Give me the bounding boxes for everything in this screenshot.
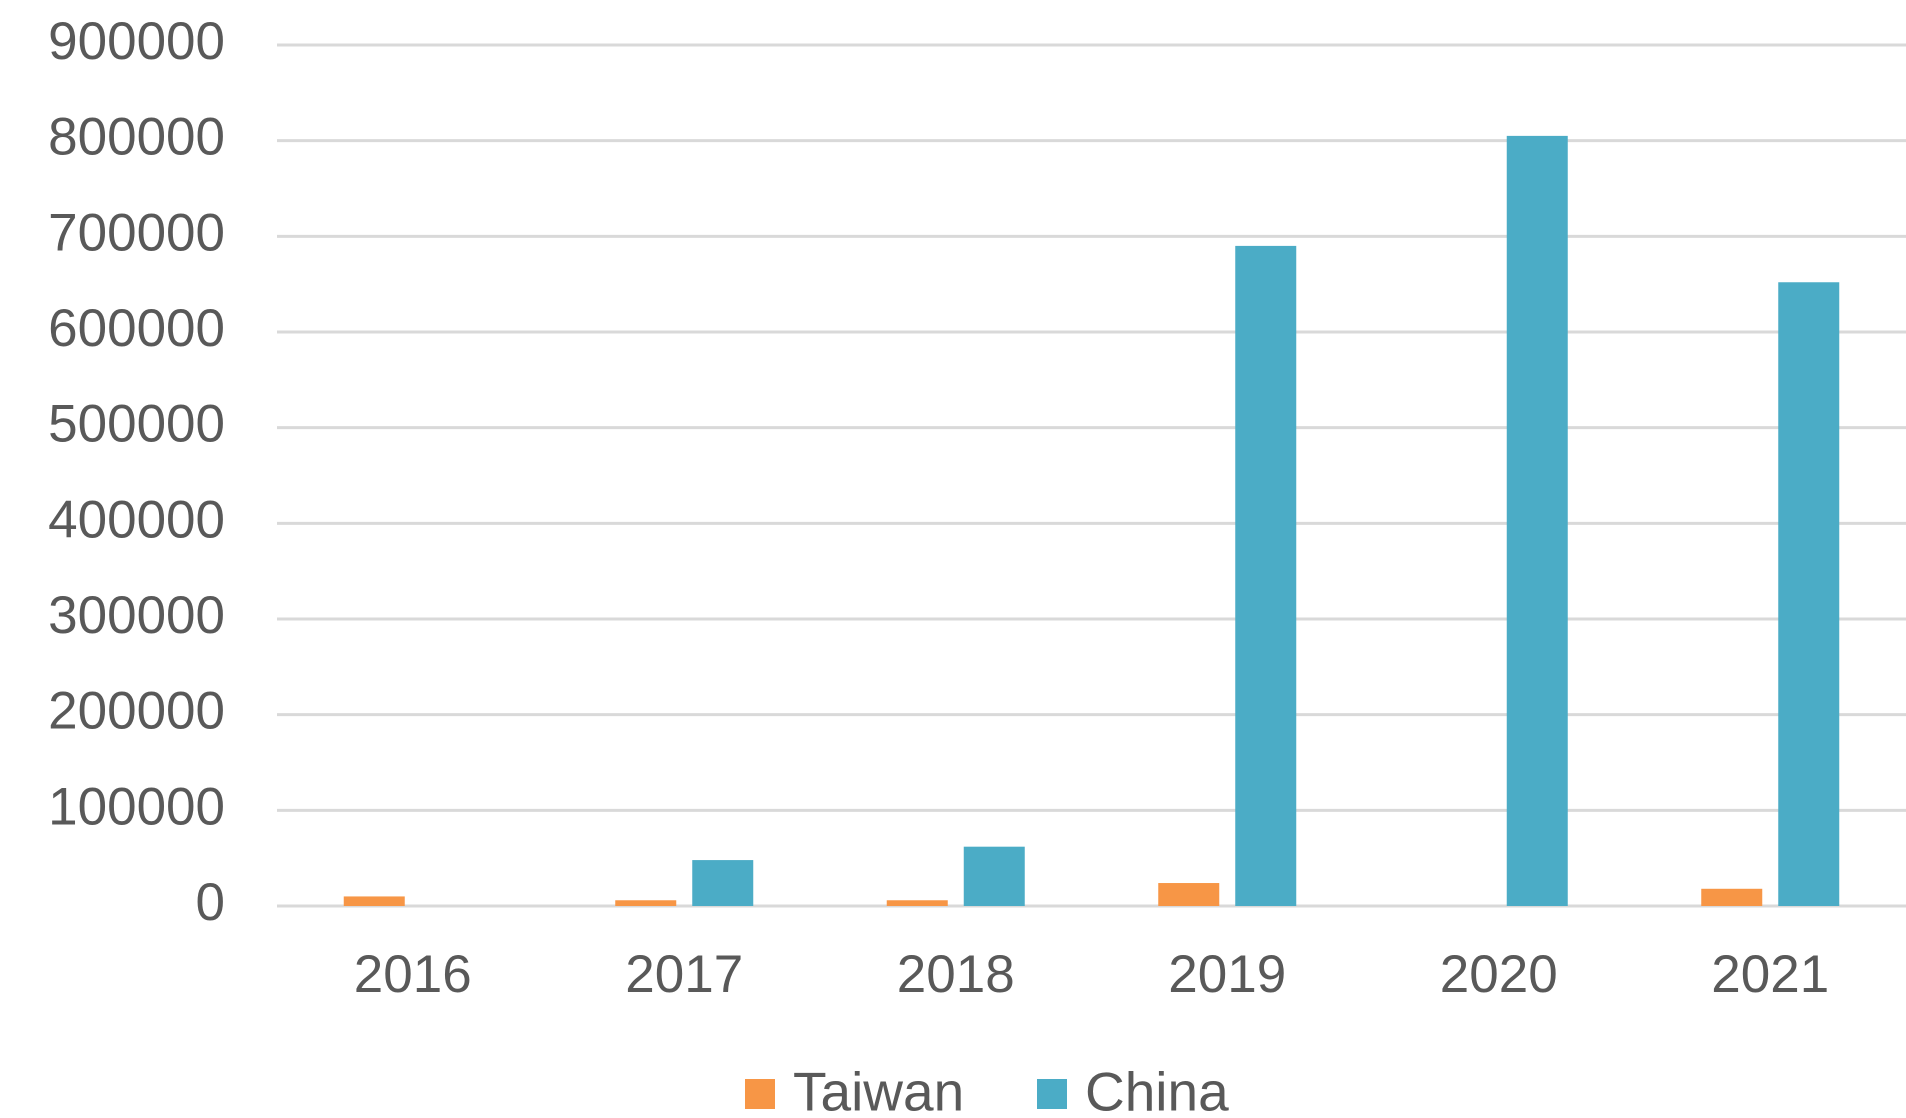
y-tick-label: 300000 xyxy=(48,586,225,645)
bar xyxy=(1506,135,1568,907)
x-tick-label: 2016 xyxy=(354,945,472,1004)
y-tick-label: 600000 xyxy=(48,299,225,358)
legend-label: China xyxy=(1085,1061,1229,1118)
x-tick-label: 2020 xyxy=(1440,945,1558,1004)
legend-swatch xyxy=(1037,1079,1067,1109)
y-tick-label: 0 xyxy=(196,873,225,932)
legend-swatch xyxy=(745,1079,775,1109)
y-tick-label: 900000 xyxy=(48,12,225,71)
y-tick-label: 500000 xyxy=(48,395,225,454)
y-tick-label: 800000 xyxy=(48,108,225,167)
y-tick-label: 100000 xyxy=(48,777,225,836)
y-tick-label: 400000 xyxy=(48,490,225,549)
bar xyxy=(1778,282,1840,907)
bar xyxy=(615,900,677,906)
bar xyxy=(963,846,1025,906)
x-tick-label: 2018 xyxy=(897,945,1015,1004)
y-tick-label: 700000 xyxy=(48,203,225,262)
bar xyxy=(1158,883,1220,906)
x-tick-label: 2017 xyxy=(625,945,743,1004)
bar xyxy=(692,860,754,906)
x-tick-label: 2021 xyxy=(1711,945,1829,1004)
x-tick-label: 2019 xyxy=(1168,945,1286,1004)
bar xyxy=(343,896,405,906)
legend-label: Taiwan xyxy=(793,1061,964,1118)
bar xyxy=(1235,245,1297,906)
y-tick-label: 200000 xyxy=(48,682,225,741)
bar xyxy=(886,900,948,906)
bar xyxy=(1701,888,1763,906)
